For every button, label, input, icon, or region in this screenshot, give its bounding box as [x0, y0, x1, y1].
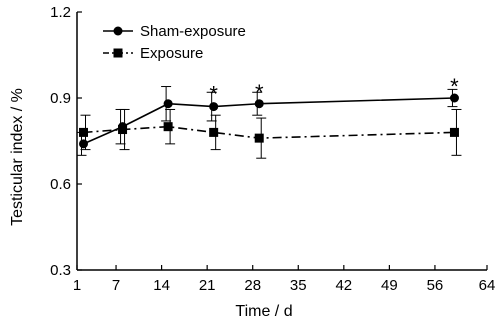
series-layer: [76, 86, 462, 159]
legend-marker: [113, 48, 123, 58]
significance-star: *: [255, 80, 264, 105]
y-tick-label: 0.9: [50, 90, 71, 107]
legend-label: Sham-exposure: [140, 23, 246, 40]
data-point: [79, 139, 89, 149]
legend: Sham-exposure Exposure: [103, 23, 246, 62]
significance-star: *: [209, 81, 218, 106]
series-sham-exposure: [76, 86, 459, 156]
data-point: [79, 127, 89, 137]
legend-item: Exposure: [103, 45, 203, 62]
series-line: [83, 125, 455, 139]
x-tick-label: 64: [479, 277, 496, 294]
data-point: [254, 133, 264, 143]
legend-item: Sham-exposure: [103, 23, 246, 40]
axis-ticks: 1 7 14 21 28 35 42 49 56 64 0.3 0.6 0.9 1.2: [50, 4, 495, 294]
data-point: [209, 102, 219, 112]
x-tick-label: 7: [112, 277, 120, 294]
series-line: [83, 97, 455, 145]
data-point: [118, 125, 128, 135]
x-tick-label: 49: [381, 277, 398, 294]
significance-star: *: [450, 74, 459, 99]
y-tick-label: 1.2: [50, 4, 71, 21]
data-point: [449, 127, 459, 137]
data-point: [209, 127, 219, 137]
legend-label: Exposure: [140, 45, 203, 62]
x-tick-label: 14: [153, 277, 170, 294]
x-axis-label: Time / d: [235, 303, 292, 320]
x-tick-label: 35: [290, 277, 307, 294]
x-tick-label: 28: [244, 277, 261, 294]
axes: [76, 12, 487, 271]
data-point: [163, 122, 173, 132]
data-point: [449, 93, 459, 103]
y-tick-label: 0.6: [50, 176, 71, 193]
x-tick-label: 56: [427, 277, 444, 294]
data-point: [254, 99, 264, 109]
x-tick-label: 42: [335, 277, 352, 294]
annotations: * * *: [209, 74, 459, 106]
y-axis-label: Testicular index / %: [9, 88, 26, 226]
y-tick-label: 0.3: [50, 262, 71, 279]
x-tick-label: 1: [73, 277, 81, 294]
legend-marker: [113, 26, 123, 36]
x-tick-label: 21: [199, 277, 216, 294]
data-point: [163, 99, 173, 109]
series-exposure: [79, 108, 462, 159]
